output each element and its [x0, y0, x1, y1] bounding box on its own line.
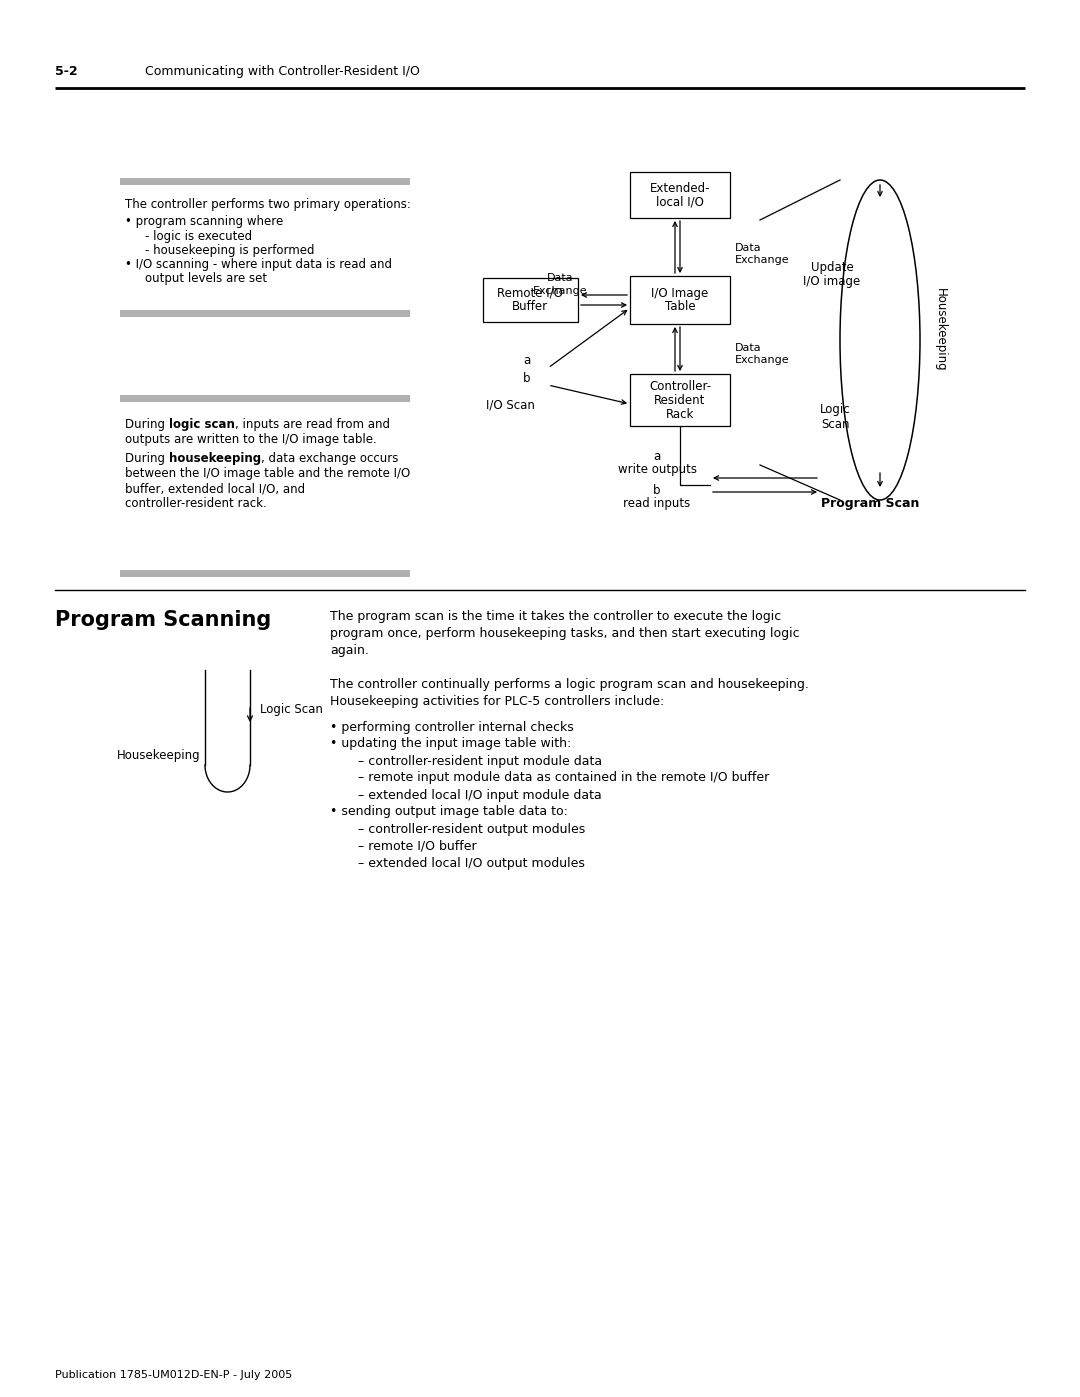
Bar [120, 177, 410, 184]
Text: Extended-: Extended- [650, 182, 711, 194]
Text: controller-resident rack.: controller-resident rack. [125, 497, 267, 510]
Text: Housekeeping activities for PLC-5 controllers include:: Housekeeping activities for PLC-5 contro… [330, 694, 664, 708]
Text: Resident: Resident [654, 394, 705, 407]
Text: – extended local I/O input module data: – extended local I/O input module data [357, 788, 602, 802]
Text: During: During [125, 453, 168, 465]
Text: Logic: Logic [820, 404, 850, 416]
Text: Logic Scan: Logic Scan [260, 704, 323, 717]
Text: between the I/O image table and the remote I/O: between the I/O image table and the remo… [125, 467, 410, 481]
Text: – controller-resident output modules: – controller-resident output modules [357, 823, 585, 835]
Text: • performing controller internal checks: • performing controller internal checks [330, 721, 573, 733]
Text: b: b [653, 483, 661, 496]
Text: • I/O scanning - where input data is read and: • I/O scanning - where input data is rea… [125, 258, 392, 271]
Text: logic scan: logic scan [168, 418, 234, 432]
Bar [630, 277, 730, 324]
Text: – controller-resident input module data: – controller-resident input module data [357, 754, 603, 767]
Bar [120, 395, 410, 402]
Text: 5-2: 5-2 [55, 66, 78, 78]
Text: Publication 1785-UM012D-EN-P - July 2005: Publication 1785-UM012D-EN-P - July 2005 [55, 1370, 293, 1380]
Text: The controller continually performs a logic program scan and housekeeping.: The controller continually performs a lo… [330, 678, 809, 692]
Text: The program scan is the time it takes the controller to execute the logic: The program scan is the time it takes th… [330, 610, 781, 623]
Text: Exchange: Exchange [735, 355, 789, 365]
Text: output levels are set: output levels are set [145, 272, 267, 285]
Text: - housekeeping is performed: - housekeeping is performed [145, 244, 314, 257]
Bar [630, 172, 730, 218]
Bar [120, 310, 410, 317]
Text: a: a [653, 450, 661, 462]
Text: The controller performs two primary operations:: The controller performs two primary oper… [125, 198, 410, 211]
Text: Program Scanning: Program Scanning [55, 610, 271, 630]
Text: Buffer: Buffer [512, 300, 548, 313]
Text: buffer, extended local I/O, and: buffer, extended local I/O, and [125, 482, 306, 495]
Text: I/O image: I/O image [804, 275, 861, 289]
Text: Scan: Scan [821, 418, 849, 430]
Text: housekeeping: housekeeping [168, 453, 261, 465]
Text: Housekeeping: Housekeeping [933, 288, 946, 372]
Text: • updating the input image table with:: • updating the input image table with: [330, 738, 571, 750]
Text: • program scanning where: • program scanning where [125, 215, 283, 228]
Text: Remote I/O: Remote I/O [497, 286, 563, 299]
Text: Housekeeping: Housekeeping [117, 749, 200, 761]
Text: Exchange: Exchange [735, 256, 789, 265]
Text: b: b [523, 372, 530, 384]
Text: • sending output image table data to:: • sending output image table data to: [330, 806, 568, 819]
Text: - logic is executed: - logic is executed [145, 231, 252, 243]
Bar [630, 374, 730, 426]
Bar [483, 278, 578, 321]
Text: read inputs: read inputs [623, 497, 690, 510]
Text: local I/O: local I/O [656, 196, 704, 208]
Text: Exchange: Exchange [532, 286, 588, 296]
Text: outputs are written to the I/O image table.: outputs are written to the I/O image tab… [125, 433, 377, 446]
Text: Table: Table [664, 300, 696, 313]
Text: write outputs: write outputs [618, 464, 697, 476]
Text: program once, perform housekeeping tasks, and then start executing logic: program once, perform housekeeping tasks… [330, 627, 799, 640]
Text: , data exchange occurs: , data exchange occurs [261, 453, 399, 465]
Text: , inputs are read from and: , inputs are read from and [234, 418, 390, 432]
Text: Update: Update [811, 261, 853, 274]
Text: Data: Data [546, 272, 573, 284]
Bar [120, 570, 410, 577]
Text: I/O Image: I/O Image [651, 286, 708, 299]
Text: Program Scan: Program Scan [821, 497, 919, 510]
Text: – remote input module data as contained in the remote I/O buffer: – remote input module data as contained … [357, 771, 769, 785]
Text: Controller-: Controller- [649, 380, 711, 393]
Text: Data: Data [735, 243, 761, 253]
Text: again.: again. [330, 644, 369, 657]
Text: a: a [523, 353, 530, 366]
Text: Data: Data [735, 344, 761, 353]
Text: Rack: Rack [665, 408, 694, 420]
Text: Communicating with Controller-Resident I/O: Communicating with Controller-Resident I… [145, 66, 420, 78]
Text: – extended local I/O output modules: – extended local I/O output modules [357, 856, 585, 869]
Text: I/O Scan: I/O Scan [486, 398, 535, 412]
Text: During: During [125, 418, 168, 432]
Text: – remote I/O buffer: – remote I/O buffer [357, 840, 476, 852]
